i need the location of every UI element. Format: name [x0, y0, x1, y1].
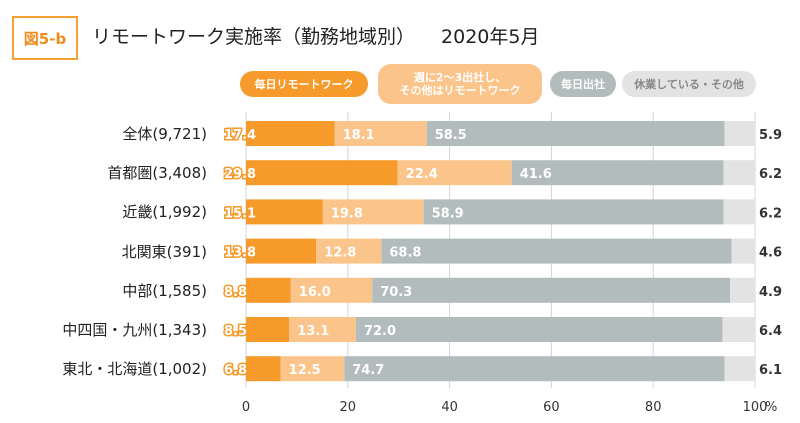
x-axis-unit: % — [765, 400, 777, 415]
data-label: 19.8 — [331, 206, 363, 221]
data-label: 15.1 — [224, 206, 256, 221]
bar-segment — [397, 160, 512, 186]
category-label: 中部(1,585) — [122, 281, 207, 300]
bar-segment — [730, 277, 755, 303]
x-tick-label: 60 — [543, 400, 560, 415]
category-label: 中四国・九州(1,343) — [62, 321, 207, 339]
bar-segment — [372, 277, 731, 303]
bar-segment — [511, 160, 724, 186]
data-label: 12.8 — [324, 246, 356, 261]
data-label: 4.9 — [759, 285, 782, 300]
legend-daily-remote: 毎日リモートワーク — [240, 71, 368, 97]
x-tick-label: 100 — [743, 400, 768, 415]
data-label: 6.4 — [759, 324, 782, 339]
bar-segment — [355, 317, 723, 342]
x-tick-label: 0 — [242, 400, 250, 415]
bar-segment — [731, 238, 755, 264]
data-label: 70.3 — [380, 285, 412, 300]
data-label: 6.2 — [759, 206, 782, 221]
bar-segment — [426, 121, 725, 146]
chart-title-text: リモートワーク実施率（勤務地域別） — [92, 26, 416, 48]
bar-segment — [246, 238, 317, 264]
data-label: 29.8 — [224, 167, 256, 182]
legend-other: 休業している・その他 — [622, 71, 756, 97]
x-tick-label: 80 — [645, 400, 662, 415]
bar-segment — [316, 238, 382, 264]
category-label: 全体(9,721) — [122, 125, 207, 143]
bar-segment — [246, 121, 335, 146]
bar-segment — [246, 317, 290, 342]
bar-segment — [724, 356, 755, 382]
data-label: 6.2 — [759, 167, 782, 182]
category-label: 首都圏(3,408) — [107, 164, 207, 183]
bar-segment — [246, 199, 323, 225]
data-label: 4.6 — [759, 246, 782, 261]
category-label: 近畿(1,992) — [122, 203, 207, 222]
x-tick-label: 20 — [340, 400, 357, 415]
data-label: 72.0 — [364, 324, 396, 339]
data-label: 12.5 — [289, 363, 321, 378]
data-label: 74.7 — [352, 363, 384, 378]
data-label: 16.0 — [299, 285, 331, 300]
data-label: 6.8 — [224, 363, 247, 378]
bar-segment — [289, 317, 356, 342]
figure-badge: 図5-b — [12, 16, 78, 60]
bar-segment — [246, 356, 281, 382]
category-label: 北関東(391) — [121, 242, 207, 261]
bar-segment — [290, 277, 373, 303]
data-label: 17.4 — [224, 128, 256, 143]
bar-segment — [246, 277, 291, 303]
data-label: 8.5 — [224, 324, 247, 339]
bar-segment — [722, 317, 755, 342]
data-label: 41.6 — [520, 167, 552, 182]
data-label: 8.8 — [224, 285, 247, 300]
bar-segment — [334, 121, 427, 146]
legend-partial-remote: 週に2〜3出社し、 その他はリモートワーク — [378, 64, 542, 104]
bar-segment — [246, 160, 398, 186]
data-label: 68.8 — [389, 246, 421, 261]
data-label: 6.1 — [759, 363, 782, 378]
bar-segment — [423, 199, 724, 225]
data-label: 13.8 — [224, 246, 256, 261]
bar-segment — [322, 199, 424, 225]
data-label: 58.9 — [432, 206, 464, 221]
bar-segment — [344, 356, 725, 382]
data-label: 18.1 — [343, 128, 375, 143]
chart-title: リモートワーク実施率（勤務地域別） 2020年5月 — [92, 22, 539, 49]
bar-segment — [723, 160, 755, 186]
bar-segment — [381, 238, 732, 264]
x-tick-label: 40 — [441, 400, 458, 415]
data-label: 58.5 — [435, 128, 467, 143]
data-label: 22.4 — [406, 167, 438, 182]
chart-period: 2020年5月 — [441, 26, 540, 48]
legend-daily-office: 毎日出社 — [550, 71, 616, 97]
bar-segment — [280, 356, 345, 382]
bar-segment — [724, 121, 755, 146]
bar-segment — [723, 199, 755, 225]
data-label: 5.9 — [759, 128, 782, 143]
category-label: 東北・北海道(1,002) — [62, 360, 207, 379]
data-label: 13.1 — [297, 324, 329, 339]
